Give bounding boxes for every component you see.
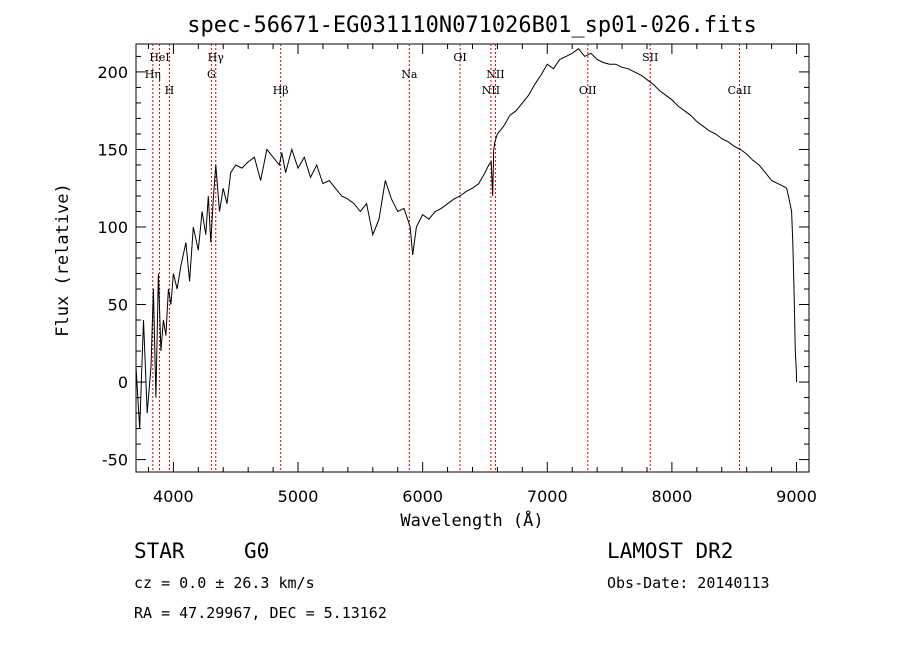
chart-title: spec-56671-EG031110N071026B01_sp01-026.f… (187, 13, 757, 38)
emission-line-label: SII (642, 51, 658, 64)
object-subclass: G0 (244, 539, 269, 563)
emission-line-label: CaII (728, 84, 752, 97)
emission-line-label: HeI (149, 51, 169, 64)
x-tick-label: 6000 (402, 487, 443, 506)
y-tick-label: 50 (108, 296, 128, 315)
emission-line-label: NII (482, 84, 500, 97)
y-tick-label: -50 (102, 451, 128, 470)
y-tick-label: 100 (97, 218, 128, 237)
obs-date: Obs-Date: 20140113 (607, 574, 770, 592)
x-axis-label: Wavelength (Å) (400, 509, 543, 531)
emission-line-label: Na (401, 68, 418, 81)
y-tick-label: 150 (97, 140, 128, 159)
x-tick-label: 7000 (527, 487, 568, 506)
emission-line-label: Hη (145, 68, 161, 81)
plot-area: HeI Hη H Hγ G Hβ Na OI NII NII OII SII CaII 4000 5000… (97, 43, 817, 506)
y-tick-label: 0 (118, 373, 128, 392)
emission-line-label: G (207, 68, 216, 81)
footer-info: STAR G0 LAMOST DR2 cz = 0.0 ± 26.3 km/s … (134, 539, 770, 622)
plot-frame (135, 43, 810, 473)
emission-line-label: NII (486, 68, 504, 81)
redshift-text: cz = 0.0 ± 26.3 km/s (134, 574, 315, 592)
x-tick-label: 5000 (278, 487, 319, 506)
emission-line-markers: HeI Hη H Hγ G Hβ Na OI NII NII OII SII CaII (145, 44, 752, 472)
x-tick-label: 9000 (776, 487, 817, 506)
y-tick-label: 200 (97, 63, 128, 82)
emission-line-label: OII (579, 84, 597, 97)
coordinates: RA = 47.29967, DEC = 5.13162 (134, 604, 387, 622)
emission-line-label: Hγ (208, 51, 225, 64)
x-tick-label: 4000 (153, 487, 194, 506)
x-tick-label: 8000 (652, 487, 693, 506)
axis-ticks: 4000 5000 6000 7000 8000 9000 -50 0 50 100 150 200 (97, 44, 817, 506)
emission-line-label: H (165, 84, 175, 97)
survey-name: LAMOST DR2 (607, 539, 733, 563)
emission-line-label: OI (453, 51, 466, 64)
object-class: STAR (134, 539, 185, 563)
emission-line-label: Hβ (273, 84, 289, 97)
y-axis-label: Flux (relative) (53, 183, 73, 337)
spectrum-series-line (135, 48, 797, 429)
